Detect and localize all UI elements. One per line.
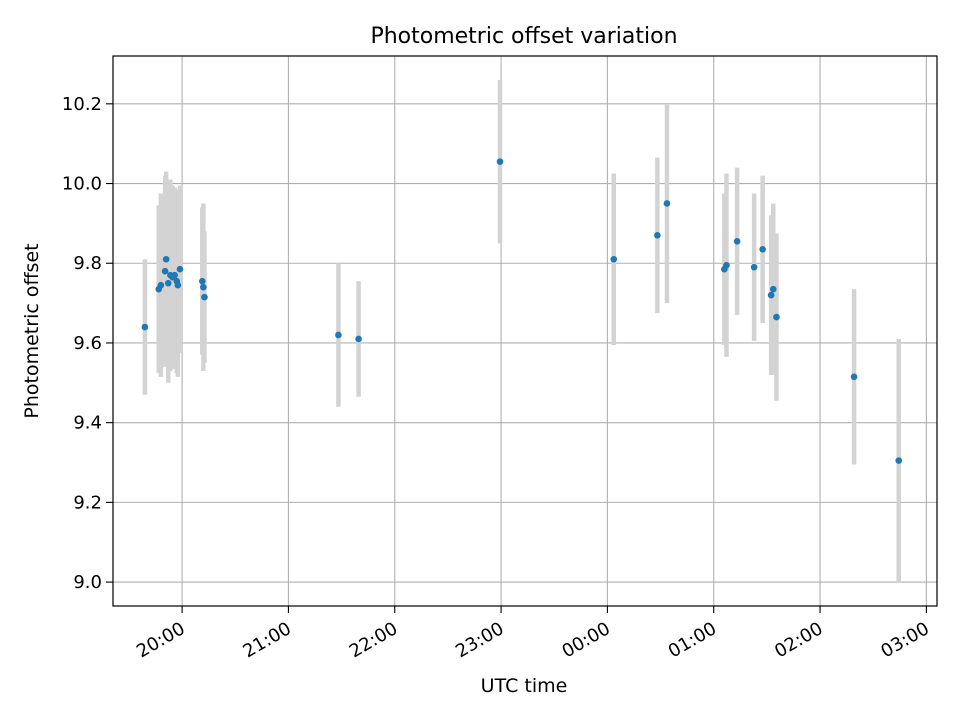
data-point: [759, 245, 766, 253]
error-bars: [142, 79, 901, 583]
data-point: [773, 313, 780, 321]
data-point: [157, 281, 165, 289]
data-point: [767, 291, 775, 299]
data-point: [723, 261, 730, 269]
data-point: [663, 200, 671, 207]
y-tick-label: 9.6: [73, 333, 102, 354]
data-point: [733, 238, 741, 245]
data-point: [201, 293, 208, 301]
data-point: [496, 158, 504, 165]
y-tick-label: 9.2: [73, 492, 102, 513]
x-tick-label: 01:00: [665, 618, 720, 662]
data-point: [355, 335, 362, 343]
x-tick-label: 00:00: [558, 618, 613, 662]
data-point: [654, 232, 661, 239]
x-tick-label: 21:00: [240, 618, 295, 662]
data-point: [199, 277, 206, 285]
y-axis-label: Photometric offset: [21, 243, 43, 418]
x-tick-label: 20:00: [133, 618, 188, 662]
data-point: [162, 255, 170, 263]
grid: [113, 56, 937, 606]
data-point: [335, 331, 342, 339]
y-tick-label: 9.4: [73, 413, 102, 434]
data-point: [200, 283, 207, 291]
x-tick-label: 03:00: [877, 618, 932, 662]
data-point: [141, 323, 149, 331]
data-point: [174, 281, 182, 289]
y-tick-label: 10.0: [62, 174, 102, 195]
y-tick-label: 9.0: [73, 572, 102, 593]
x-axis-label: UTC time: [481, 675, 568, 697]
x-tick-label: 02:00: [771, 618, 826, 662]
y-tick-label: 10.2: [62, 94, 102, 115]
data-point: [895, 457, 903, 464]
data-point: [850, 373, 858, 381]
y-tick-label: 9.8: [73, 253, 102, 274]
x-tick-label: 23:00: [452, 618, 507, 662]
chart-title: Photometric offset variation: [370, 24, 677, 49]
data-point: [610, 255, 618, 263]
data-points: [141, 158, 903, 464]
axis-ticks: 20:00 21:00 22:00 23:00 00:00 01:00 02:00 03:00…: [62, 94, 933, 662]
data-point: [750, 263, 758, 271]
x-tick-label: 22:00: [346, 618, 401, 662]
data-point: [176, 265, 184, 273]
data-point: [769, 285, 777, 293]
plot-frame: [112, 55, 938, 607]
data-point: [164, 279, 172, 287]
data-point: [171, 271, 178, 279]
data-point: [161, 267, 169, 275]
